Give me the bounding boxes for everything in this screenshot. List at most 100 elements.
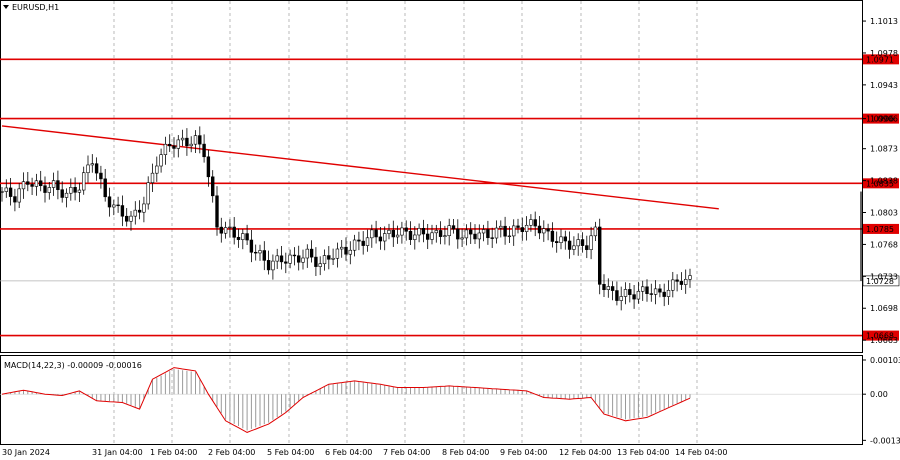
candle-body	[198, 135, 202, 145]
candle-body	[292, 254, 297, 257]
candle-body	[314, 256, 318, 267]
main-plot-frame	[0, 0, 863, 353]
y-tick-label: 1.0803	[870, 209, 898, 218]
candle-body	[344, 246, 348, 255]
candle-body	[275, 255, 279, 262]
candle-body	[305, 248, 309, 259]
candle-body	[370, 229, 374, 239]
candle-body	[503, 225, 507, 237]
level-label: 1.0668	[866, 332, 894, 341]
candle-body	[580, 239, 585, 246]
candle-body	[546, 228, 550, 232]
candle-body	[632, 294, 636, 300]
level-label: 1.0785	[866, 225, 894, 234]
candle-body	[671, 279, 675, 291]
y-tick-label: 1.1013	[870, 17, 898, 26]
candle-body	[524, 224, 529, 232]
candle-body	[460, 237, 464, 240]
y-tick-label: 1.0663	[870, 336, 898, 345]
level-label: 1.0835	[866, 179, 894, 188]
candle-body	[683, 279, 688, 285]
candle-body	[206, 156, 211, 178]
candle-body	[348, 249, 352, 255]
candle-body	[421, 228, 426, 235]
candle-body	[266, 260, 271, 271]
candle-body	[619, 296, 623, 301]
candle-body	[301, 257, 305, 263]
candle-body	[640, 286, 645, 292]
x-tick-label: 31 Jan 04:00	[92, 448, 143, 457]
candle-body	[477, 232, 481, 240]
candle-body	[688, 275, 692, 280]
candle-body	[653, 288, 658, 295]
candle-body	[413, 234, 417, 240]
candle-body	[520, 227, 525, 232]
candle-body	[249, 239, 254, 253]
candle-body	[593, 226, 598, 237]
candle-body	[34, 180, 39, 187]
level-label-bg	[863, 178, 899, 189]
candle-body	[262, 250, 266, 261]
candle-body	[542, 228, 546, 234]
candle-body	[8, 187, 13, 197]
candle-body	[456, 228, 460, 240]
x-tick-label: 2 Feb 04:00	[208, 448, 255, 457]
candle-body	[189, 143, 193, 147]
x-tick-label: 12 Feb 04:00	[559, 448, 611, 457]
candle-body	[499, 225, 503, 229]
candle-body	[438, 230, 443, 237]
candle-body	[481, 229, 486, 234]
candle-body	[159, 154, 163, 167]
level-label-bg	[863, 330, 899, 341]
candle-body	[425, 233, 430, 240]
candle-body	[112, 204, 116, 208]
level-label: 1.0906	[866, 115, 894, 124]
candle-body	[486, 229, 490, 239]
candle-body	[163, 143, 168, 156]
macd-title: MACD(14,22,3) -0.00009 -0.00016	[4, 361, 142, 370]
candle-body	[288, 254, 292, 264]
candle-body	[610, 286, 615, 291]
axes: 30 Jan 2024 31 Jan 04:00 1 Feb 04:00 2 Feb …	[2, 17, 900, 457]
candle-body	[90, 163, 95, 166]
candle-body	[64, 192, 69, 198]
candle-body	[254, 251, 258, 254]
candle-body	[387, 229, 391, 234]
candle-body	[576, 239, 580, 247]
candle-body	[516, 225, 520, 228]
candle-body	[77, 189, 82, 193]
candle-body	[408, 230, 413, 240]
candle-body	[597, 226, 602, 285]
candle-body	[258, 250, 262, 254]
candle-body	[13, 196, 17, 203]
x-tick-label: 5 Feb 04:00	[267, 448, 314, 457]
candle-body	[572, 245, 576, 250]
candle-body	[47, 187, 52, 193]
candle-body	[107, 196, 112, 208]
level-lines: 1.0971 1.0906 1.0835 1.0785 1.0668 1.0728	[0, 54, 900, 341]
candle-body	[0, 191, 4, 193]
macd-plot-frame	[0, 355, 863, 445]
candle-body	[404, 227, 408, 232]
candle-body	[69, 187, 73, 194]
symbol-title: EURUSD,H1	[12, 3, 59, 12]
candle-body	[21, 181, 26, 190]
x-tick-label: 9 Feb 04:00	[500, 448, 547, 457]
candle-body	[331, 257, 335, 260]
y-tick-label: 1.0943	[870, 81, 898, 90]
dropdown-triangle-icon[interactable]	[3, 5, 9, 9]
candle-body	[391, 229, 395, 238]
level-label-bg	[863, 54, 899, 65]
candle-body	[116, 204, 120, 207]
candle-body	[357, 239, 361, 242]
candle-body	[382, 233, 387, 242]
macd-indicator	[0, 367, 862, 433]
candle-body	[335, 248, 340, 259]
candle-body	[395, 234, 400, 238]
candle-body	[120, 205, 125, 217]
candle-body	[628, 289, 632, 295]
candle-body	[155, 165, 159, 174]
candle-body	[318, 263, 322, 267]
candle-body	[185, 137, 189, 147]
